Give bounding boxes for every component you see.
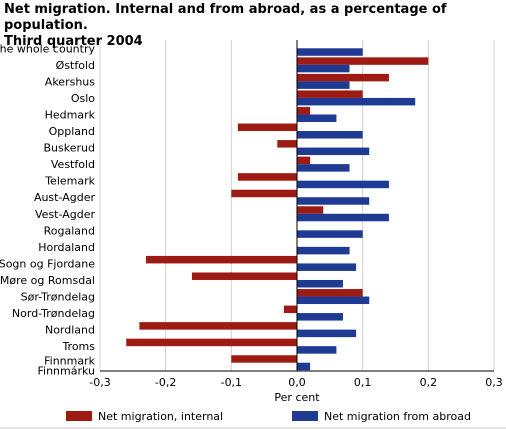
legend-swatch xyxy=(292,411,318,421)
category-label: Akershus xyxy=(45,75,95,88)
bar-abroad xyxy=(297,246,350,255)
bar-abroad xyxy=(297,197,370,205)
bar-abroad xyxy=(297,296,370,305)
category-label: Finnmark xyxy=(44,355,96,368)
chart-title: Net migration. Internal and from abroad,… xyxy=(4,2,502,50)
bar-internal xyxy=(297,90,363,98)
bar-abroad xyxy=(297,147,370,156)
bar-abroad xyxy=(297,97,416,106)
bar-internal xyxy=(145,255,297,264)
x-tick-label: 0,0 xyxy=(288,376,306,389)
category-label: Vestfold xyxy=(51,158,95,171)
legend-label: Net migration, internal xyxy=(98,410,223,423)
category-label: Møre og Romsdal xyxy=(0,274,95,287)
bar-abroad xyxy=(297,279,343,288)
chart-title-line-2: Third quarter 2004 xyxy=(4,34,143,49)
category-label: Aust-Agder xyxy=(34,191,96,204)
bar-internal xyxy=(297,206,324,214)
bar-internal xyxy=(139,322,297,330)
category-label: Sør-Trøndelag xyxy=(21,291,95,304)
legend-swatch xyxy=(66,411,92,421)
category-label: Østfold xyxy=(56,59,95,72)
category-label: Nordland xyxy=(45,324,95,337)
category-label: Telemark xyxy=(44,175,95,188)
bar-internal xyxy=(283,305,297,314)
bar-internal xyxy=(297,289,363,297)
bar-abroad xyxy=(297,362,311,371)
bar-abroad xyxy=(297,263,357,271)
bar-internal xyxy=(231,189,297,198)
bar-abroad xyxy=(297,230,363,238)
bar-internal xyxy=(126,338,298,347)
x-axis-label: Per cent xyxy=(274,391,320,404)
category-label: Nord-Trøndelag xyxy=(12,307,95,320)
category-label: Vest-Agder xyxy=(35,208,95,221)
bar-abroad xyxy=(297,180,389,189)
bar-abroad xyxy=(297,114,337,122)
x-tick-label: -0,1 xyxy=(221,376,242,389)
category-label: Rogaland xyxy=(44,224,95,237)
bar-abroad xyxy=(297,131,363,139)
bar-internal xyxy=(297,57,429,65)
category-label: Buskerud xyxy=(44,142,95,155)
legend-label: Net migration from abroad xyxy=(324,410,471,423)
bar-internal xyxy=(191,272,297,280)
bar-abroad xyxy=(297,64,350,73)
bar-internal xyxy=(297,106,311,115)
category-label: Hedmark xyxy=(45,108,96,121)
bar-internal xyxy=(297,73,389,82)
x-tick-label: -0,2 xyxy=(155,376,176,389)
bar-internal xyxy=(237,173,297,181)
category-label: Oppland xyxy=(49,125,95,138)
category-label: The whole country xyxy=(0,42,95,55)
bar-abroad xyxy=(297,313,343,321)
category-label: Sogn og Fjordane xyxy=(0,257,95,270)
bar-internal xyxy=(277,140,297,148)
bar-abroad xyxy=(297,213,389,222)
bar-abroad xyxy=(297,329,357,338)
bar-abroad xyxy=(297,346,337,354)
x-tick-label: 0,2 xyxy=(420,376,438,389)
x-tick-label: 0,1 xyxy=(354,376,372,389)
category-label: Hordaland xyxy=(38,241,95,254)
category-label: Finnmárku xyxy=(37,365,95,378)
bar-internal xyxy=(237,123,297,132)
x-tick-label: 0,3 xyxy=(485,376,503,389)
bar-abroad xyxy=(297,81,350,89)
x-tick-label: -0,3 xyxy=(89,376,110,389)
chart-title-line-1: Net migration. Internal and from abroad,… xyxy=(4,2,447,33)
bar-abroad xyxy=(297,48,363,56)
category-label: Troms xyxy=(61,340,95,353)
bar-internal xyxy=(231,355,297,363)
bar-abroad xyxy=(297,164,350,172)
category-label: Oslo xyxy=(71,92,95,105)
bar-internal xyxy=(297,156,311,165)
